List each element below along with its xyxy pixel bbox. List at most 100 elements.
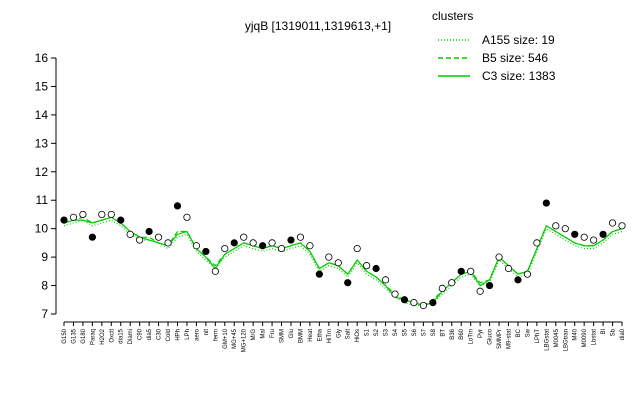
point <box>154 233 163 241</box>
point <box>448 279 456 287</box>
point <box>98 210 106 219</box>
point <box>504 264 513 273</box>
y-tick-label: 9 <box>41 250 48 264</box>
x-tick-label: M0045 <box>554 328 560 347</box>
point <box>211 267 219 275</box>
x-tick-label: Gluco <box>488 328 494 344</box>
point <box>429 299 437 307</box>
point <box>542 199 550 207</box>
x-tick-label: Glu <box>289 329 295 338</box>
x-tick-label: H2O2 <box>100 328 106 344</box>
x-tick-label: Cold <box>166 329 172 341</box>
point <box>514 276 522 284</box>
x-tick-label: B60 <box>459 328 465 339</box>
x-tick-label: B36 <box>450 328 456 339</box>
x-tick-label: BT <box>440 329 446 337</box>
point <box>438 284 446 292</box>
point <box>523 270 532 278</box>
point <box>249 239 257 247</box>
point <box>353 244 361 253</box>
x-tick-label: S3 <box>384 328 390 336</box>
point <box>608 219 617 227</box>
point <box>344 279 352 287</box>
x-tick-label: dia5 <box>147 328 153 340</box>
point <box>221 244 229 253</box>
x-tick-label: M40 <box>573 328 579 340</box>
x-tick-label: Sb <box>611 328 617 336</box>
y-tick-label: 10 <box>35 222 49 236</box>
point <box>571 230 579 238</box>
x-tick-label: G150 <box>62 328 68 343</box>
point <box>230 239 238 247</box>
x-tick-label: HiOs <box>355 329 361 342</box>
point <box>400 296 409 304</box>
x-tick-label: G180 <box>81 328 87 343</box>
y-tick-label: 12 <box>35 165 49 179</box>
point <box>202 247 210 256</box>
point <box>381 276 390 284</box>
x-tick-label: SMM <box>280 329 286 343</box>
point <box>599 230 607 238</box>
x-tick-label: Bl <box>601 329 607 334</box>
y-tick-label: 15 <box>35 79 49 93</box>
cluster-line <box>63 216 623 307</box>
legend-title: clusters <box>432 9 473 23</box>
x-tick-label: Lbstat <box>592 329 598 346</box>
x-tick-label: S2 <box>374 328 380 336</box>
point <box>259 242 267 250</box>
x-tick-label: Pyr <box>478 329 484 338</box>
x-tick-label: LPh <box>185 329 191 340</box>
point <box>107 210 115 219</box>
point <box>485 281 494 290</box>
point <box>391 290 399 298</box>
point <box>69 213 78 221</box>
x-tick-label: Etha <box>317 328 323 341</box>
point <box>410 299 418 307</box>
point <box>145 227 153 236</box>
x-tick-label: S5 <box>402 328 408 336</box>
point <box>561 225 569 233</box>
x-tick-label: Mal <box>261 329 267 339</box>
x-tick-label: Heat <box>308 329 314 342</box>
y-tick-label: 14 <box>35 108 49 122</box>
x-tick-label: Fru <box>270 329 276 338</box>
point <box>240 233 248 241</box>
point <box>476 287 484 295</box>
x-tick-label: M/G <box>251 329 257 341</box>
point <box>495 253 503 261</box>
x-tick-label: M9-stat <box>507 329 513 349</box>
x-tick-label: S7 <box>421 328 427 336</box>
point <box>117 216 125 224</box>
point <box>457 267 465 275</box>
point <box>590 236 598 244</box>
x-tick-label: LBGtran <box>563 329 569 351</box>
point <box>164 239 172 247</box>
x-tick-label: BMM <box>298 329 304 343</box>
point <box>277 244 286 253</box>
point <box>173 202 182 210</box>
point <box>552 222 560 230</box>
x-tick-label: ferm <box>213 329 219 341</box>
x-tick-label: C30 <box>157 328 163 340</box>
x-tick-label: Sw <box>525 328 531 337</box>
point <box>325 253 333 261</box>
point <box>268 239 276 247</box>
legend-label: A155 size: 19 <box>482 33 555 47</box>
point <box>183 213 191 221</box>
point <box>334 259 342 267</box>
chart-title: yjqB [1319011,1319613,+1] <box>245 19 391 33</box>
y-tick-label: 8 <box>41 279 48 293</box>
x-tick-label: S6 <box>412 328 418 336</box>
y-tick-label: 11 <box>36 193 49 207</box>
y-tick-label: 13 <box>35 136 49 150</box>
x-tick-label: Diami <box>128 329 134 344</box>
point <box>306 242 314 250</box>
x-tick-label: GM+10 <box>223 328 229 349</box>
x-tick-label: LBGstat <box>544 329 550 351</box>
x-tick-label: S4 <box>393 328 399 336</box>
legend-label: B5 size: 546 <box>482 51 548 65</box>
point <box>192 242 201 250</box>
point <box>467 267 475 275</box>
point <box>315 270 323 278</box>
point <box>372 264 380 273</box>
